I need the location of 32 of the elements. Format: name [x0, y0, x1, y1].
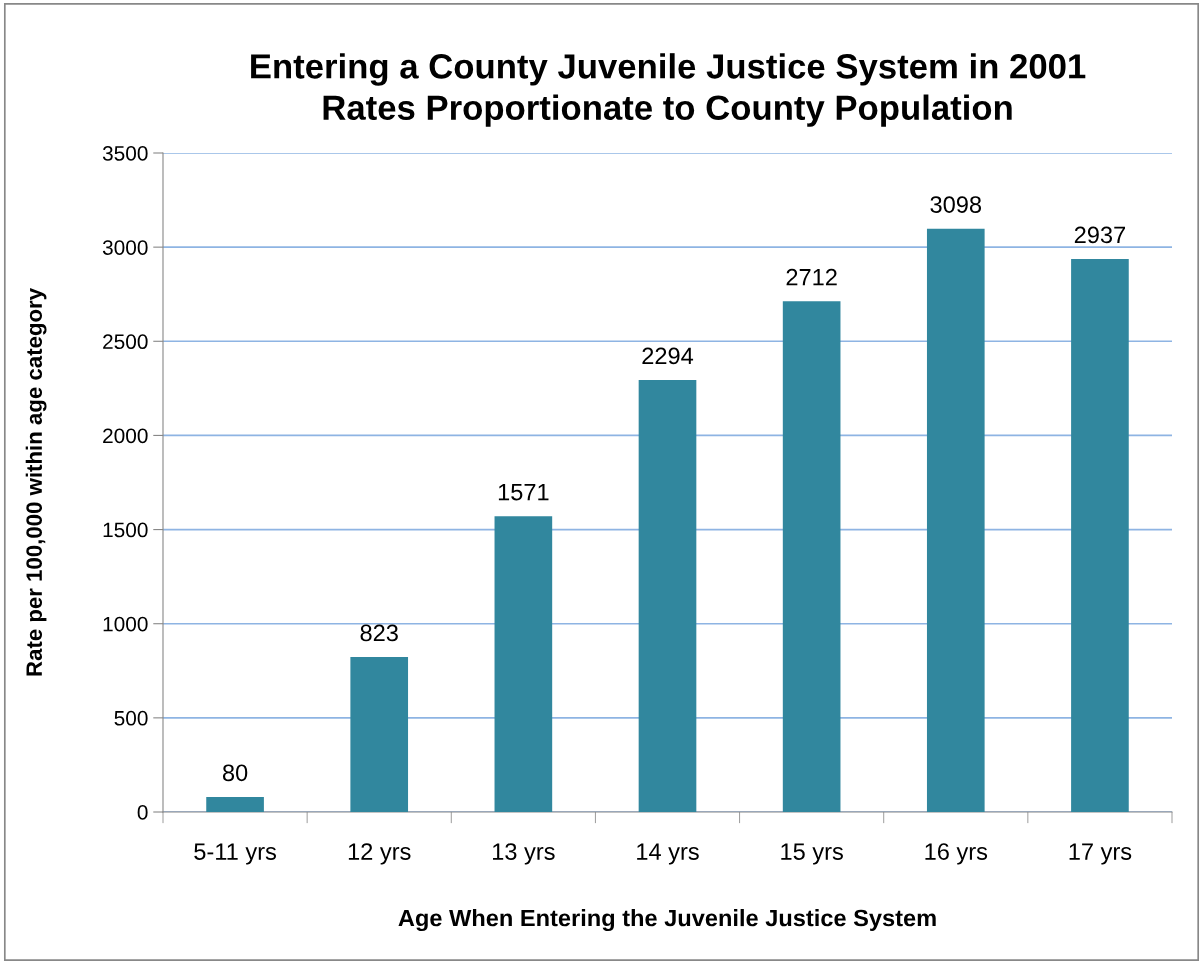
y-tick-label: 3000: [102, 240, 148, 255]
x-axis-title: Age When Entering the Juvenile Justice System: [398, 909, 936, 932]
bar: [206, 796, 264, 812]
y-tick-label: 1000: [103, 616, 148, 632]
bar: [494, 516, 553, 812]
data-label: 3098: [930, 196, 982, 213]
y-tick-label: 500: [114, 710, 148, 726]
chart-title: Entering a County Juvenile Justice System in 2001 Rates Proportionate to County Population: [251, 53, 1086, 127]
bar: [926, 228, 985, 812]
data-label: 823: [360, 624, 398, 642]
y-tick-label: 1500: [103, 522, 148, 538]
x-tick-label: 16 yrs: [925, 843, 988, 865]
bar: [1071, 259, 1129, 812]
data-label: 80: [222, 764, 248, 782]
data-label: 1571: [498, 483, 549, 501]
x-tick-label: 13 yrs: [493, 843, 555, 865]
bar: [782, 301, 841, 812]
x-tick-label: 5-11 yrs: [194, 843, 276, 865]
data-label: 2294: [642, 347, 694, 365]
data-label: 2712: [786, 268, 837, 286]
y-tick-label: 2000: [103, 428, 148, 444]
x-tick-label: 15 yrs: [781, 843, 843, 865]
x-tick-label: 12 yrs: [348, 843, 411, 865]
x-tick-label: 14 yrs: [637, 843, 699, 865]
y-axis-title: Rate per 100,000 within age category: [25, 288, 47, 676]
x-tick-label: 17 yrs: [1069, 843, 1132, 865]
bar: [350, 657, 409, 812]
data-label: 2937: [1074, 226, 1126, 244]
y-tick-label: 2500: [103, 334, 148, 350]
y-tick-label: 3500: [102, 146, 148, 161]
bar: [638, 380, 697, 812]
y-tick-label: 0: [137, 805, 148, 820]
